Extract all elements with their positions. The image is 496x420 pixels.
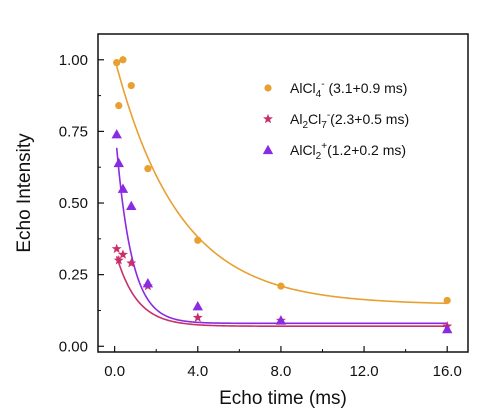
axis-ticks: 0.0 4.0 8.0 12.0 16.0 0.00 0.25 0.50 0.75 1.00 [59, 52, 462, 380]
data-point [118, 249, 128, 259]
x-tick-label: 8.0 [270, 363, 291, 380]
data-point [111, 243, 122, 254]
fit-curve [115, 65, 448, 305]
data-point [113, 59, 121, 67]
data-point [113, 255, 124, 265]
x-axis-title: Echo time (ms) [219, 388, 347, 409]
legend-marker [263, 113, 273, 124]
data-point [113, 157, 124, 168]
y-tick-label: 0.50 [59, 195, 88, 212]
data-point [194, 236, 202, 244]
y-tick-label: 0.00 [59, 338, 88, 355]
data-point [115, 102, 123, 110]
data-point [119, 56, 127, 64]
data-point [442, 323, 453, 334]
x-tick-label: 16.0 [433, 363, 462, 380]
x-tick-label: 12.0 [349, 363, 378, 380]
data-point [126, 200, 137, 211]
y-tick-label: 1.00 [59, 52, 88, 69]
data-point [277, 282, 285, 290]
y-tick-label: 0.25 [59, 267, 88, 284]
x-tick-label: 4.0 [187, 363, 208, 380]
legend-entry: AlCl2+(1.2+0.2 ms) [290, 141, 406, 162]
data-point [192, 312, 203, 322]
fit-curve [115, 147, 448, 325]
legend-entry: Al2Cl7-(2.3+0.5 ms) [290, 110, 409, 131]
legend-marker [264, 84, 272, 92]
y-axis-title: Echo Intensity [14, 133, 35, 253]
legend: AlCl4- (3.1+0.9 ms) Al2Cl7-(2.3+0.5 ms) Al… [262, 79, 409, 162]
x-tick-label: 0.0 [104, 363, 125, 380]
fit-curve [115, 255, 448, 328]
data-point [117, 183, 129, 193]
legend-marker [262, 144, 274, 155]
data-point [142, 278, 154, 288]
legend-entry: AlCl4- (3.1+0.9 ms) [290, 79, 407, 100]
data-point [127, 81, 135, 90]
data-point [192, 300, 203, 311]
data-points [111, 56, 453, 334]
plot-frame [97, 33, 469, 353]
data-point [443, 296, 451, 305]
y-tick-label: 0.75 [59, 123, 88, 140]
data-point [144, 165, 152, 173]
data-point [126, 257, 137, 268]
data-point [275, 315, 287, 325]
data-point [111, 129, 122, 139]
